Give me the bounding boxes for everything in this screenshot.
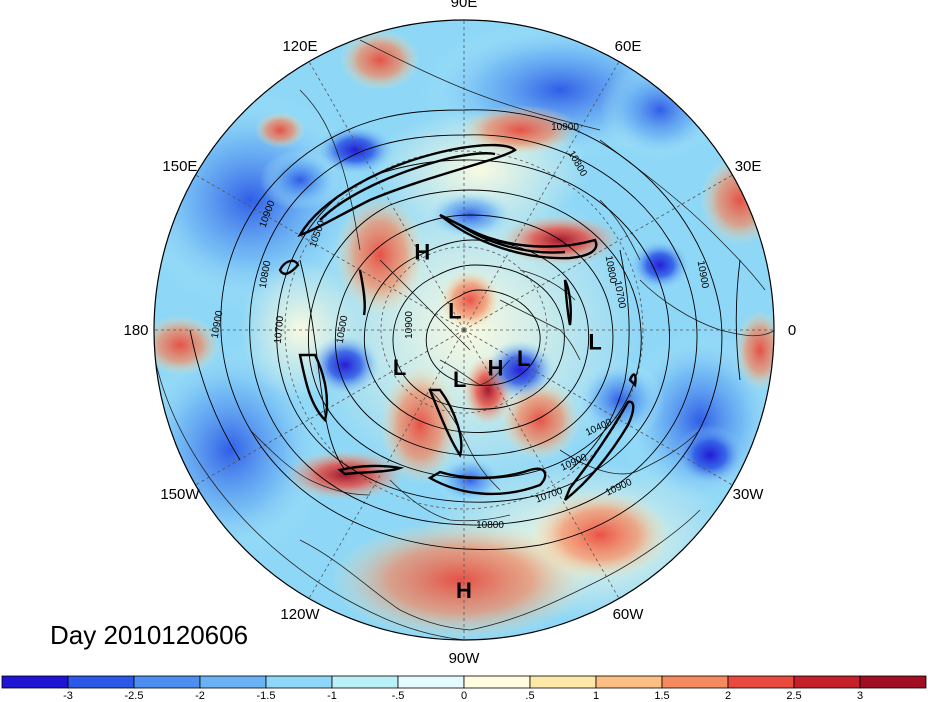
colorbar-tick-label: 3 — [857, 690, 863, 702]
colorbar-swatch — [859, 675, 927, 689]
colorbar-swatch — [727, 675, 795, 689]
colorbar-tick-label: 2 — [725, 690, 731, 702]
colorbar-swatch — [199, 675, 267, 689]
contour-label: 10500 — [335, 314, 351, 344]
meridian-line — [195, 329, 465, 486]
longitude-label: 150W — [160, 486, 200, 503]
meridian-line — [463, 61, 620, 331]
anomaly-shading — [154, 20, 774, 640]
meridian-line — [195, 174, 465, 331]
longitude-label: 90W — [449, 650, 481, 667]
colorbar-tick-label: -2 — [195, 690, 205, 702]
longitude-label: 60W — [613, 606, 645, 623]
contour-label: 10700 — [612, 280, 628, 310]
longitude-label: 30W — [733, 486, 765, 503]
longitude-label: 60E — [615, 38, 642, 55]
colorbar-tick-label: .5 — [525, 690, 534, 702]
colorbar-swatch — [67, 675, 135, 689]
low-pressure-label: L — [517, 346, 530, 371]
low-pressure-label: L — [448, 298, 461, 323]
contour-label: 10800 — [603, 255, 619, 285]
longitude-label: 150E — [162, 158, 197, 175]
colorbar-swatch — [331, 675, 399, 689]
longitude-labels: 90E 60E 30E 0 30W 60W 90W 120W 150W 180 150E 120E — [123, 0, 796, 667]
colorbar-swatch — [1, 675, 69, 689]
high-pressure-label: H — [488, 356, 504, 381]
colorbar: -3 -2.5 -2 -1.5 -1 -.5 0 .5 1 1.5 2 2.5 3 — [1, 675, 927, 702]
longitude-label: 30E — [735, 158, 762, 175]
colorbar-tick-label: -2.5 — [125, 690, 144, 702]
pressure-system-labels: HLL L H LLH — [393, 240, 602, 604]
colorbar-swatch — [595, 675, 663, 689]
high-pressure-label: H — [414, 240, 430, 265]
low-pressure-label: L — [453, 367, 466, 392]
contour-label: 10800 — [258, 259, 274, 289]
colorbar-swatch — [661, 675, 729, 689]
day-title: Day 2010120606 — [50, 620, 248, 650]
meridian-line — [463, 329, 733, 486]
meridian-line — [308, 329, 465, 599]
colorbar-tick-label: 1 — [593, 690, 599, 702]
map-border — [153, 19, 775, 641]
high-pressure-label: H — [456, 578, 472, 603]
low-pressure-label: L — [393, 355, 406, 380]
graticule — [154, 20, 774, 640]
contour-label: 10900 — [210, 309, 226, 339]
latitude-circle — [284, 150, 644, 510]
colorbar-tick-label: -.5 — [392, 690, 405, 702]
longitude-label: 0 — [788, 322, 796, 339]
colorbar-tick-label: 1.5 — [654, 690, 669, 702]
colorbar-tick-label: 0 — [461, 690, 467, 702]
colorbar-swatch — [463, 675, 531, 689]
colorbar-swatch — [529, 675, 597, 689]
colorbar-swatch — [793, 675, 861, 689]
longitude-label: 180 — [123, 322, 148, 339]
colorbar-tick-label: -1.5 — [257, 690, 276, 702]
colorbar-tick-label: -1 — [327, 690, 337, 702]
contour-label: 10900 — [404, 311, 415, 339]
colorbar-tick-label: 2.5 — [786, 690, 801, 702]
colorbar-swatch — [397, 675, 465, 689]
geopotential-height-contours — [189, 109, 741, 551]
colorbar-tick-label: -3 — [63, 690, 73, 702]
longitude-label: 120W — [280, 606, 320, 623]
contour-label: 10700 — [273, 315, 286, 344]
contour-label: 10800 — [476, 520, 504, 531]
contour-label: 10900 — [695, 260, 711, 290]
longitude-label: 120E — [282, 38, 317, 55]
coastlines — [154, 39, 774, 640]
colorbar-swatch — [133, 675, 201, 689]
contour-label: 10900 — [551, 122, 579, 133]
low-pressure-label: L — [588, 329, 601, 354]
latitude-circle — [380, 246, 548, 414]
colorbar-swatch — [265, 675, 333, 689]
jet-stream-contours — [278, 143, 637, 501]
meridian-line — [463, 174, 733, 331]
longitude-label: 90E — [451, 0, 478, 11]
meridian-line — [463, 329, 620, 599]
meridian-line — [308, 61, 465, 331]
